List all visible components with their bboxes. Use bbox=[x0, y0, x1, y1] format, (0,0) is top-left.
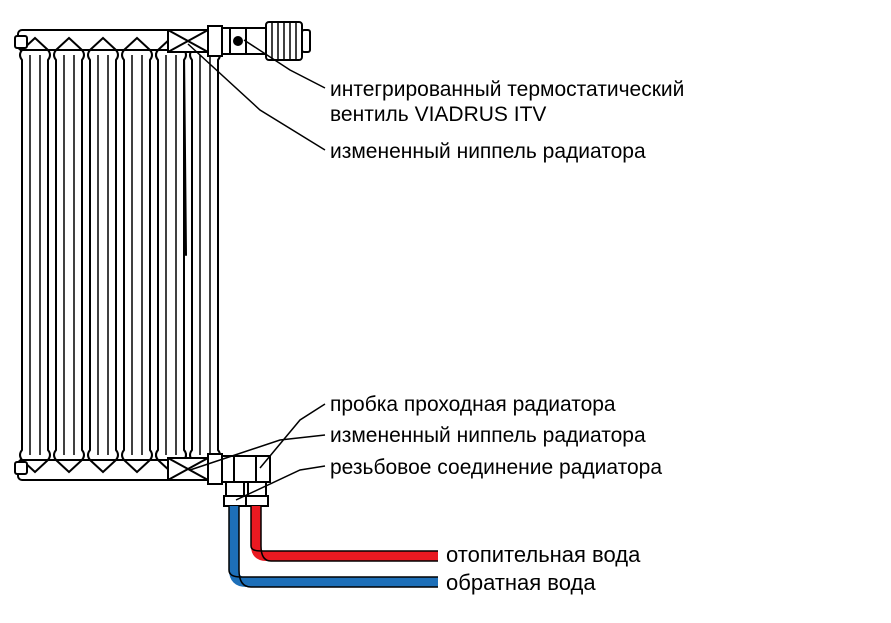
bottom-valve-assembly bbox=[168, 454, 270, 506]
label-threaded: резьбовое соединение радиатора bbox=[330, 456, 662, 480]
label-nipple-bottom: измененный ниппель радиатора bbox=[330, 424, 646, 448]
label-valve-line1: интегрированный термостатический bbox=[330, 78, 684, 102]
label-nipple-top: измененный ниппель радиатора bbox=[330, 140, 646, 164]
label-supply-water: отопительная вода bbox=[446, 542, 640, 568]
diagram-area: интегрированный термостатический вентиль… bbox=[0, 0, 891, 618]
pipes bbox=[234, 506, 438, 582]
label-valve-line2: вентиль VIADRUS ITV bbox=[330, 103, 546, 127]
radiator-body bbox=[15, 30, 220, 480]
label-plug: пробка проходная радиатора bbox=[330, 393, 616, 417]
label-return-water: обратная вода bbox=[446, 570, 596, 596]
